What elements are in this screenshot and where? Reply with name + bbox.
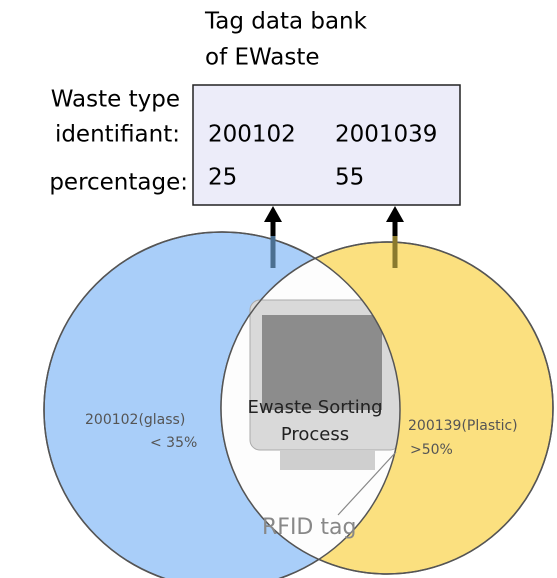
row-label: identifiant: xyxy=(55,122,180,148)
title: of EWaste xyxy=(205,45,320,71)
left-label: 200102(glass) xyxy=(85,412,185,428)
cell: 55 xyxy=(335,165,364,191)
row-label: percentage: xyxy=(49,170,188,196)
cell: 200102 xyxy=(208,122,296,148)
monitor-base xyxy=(280,450,375,470)
row-label: Waste type xyxy=(51,87,180,113)
arrow-head xyxy=(264,206,282,222)
cell: 2001039 xyxy=(335,122,437,148)
right-note: >50% xyxy=(410,442,453,458)
left-note: < 35% xyxy=(150,435,197,451)
monitor-screen xyxy=(262,315,382,410)
center-label: Ewaste Sorting xyxy=(247,397,382,418)
right-label: 200139(Plastic) xyxy=(408,418,518,434)
cell: 25 xyxy=(208,165,237,191)
diagram: Tag data bank of EWaste Waste type ident… xyxy=(0,0,557,578)
tag-label: RFID tag xyxy=(262,515,356,540)
center-label: Process xyxy=(281,424,349,445)
title: Tag data bank xyxy=(204,9,368,35)
arrow-head xyxy=(386,206,404,222)
